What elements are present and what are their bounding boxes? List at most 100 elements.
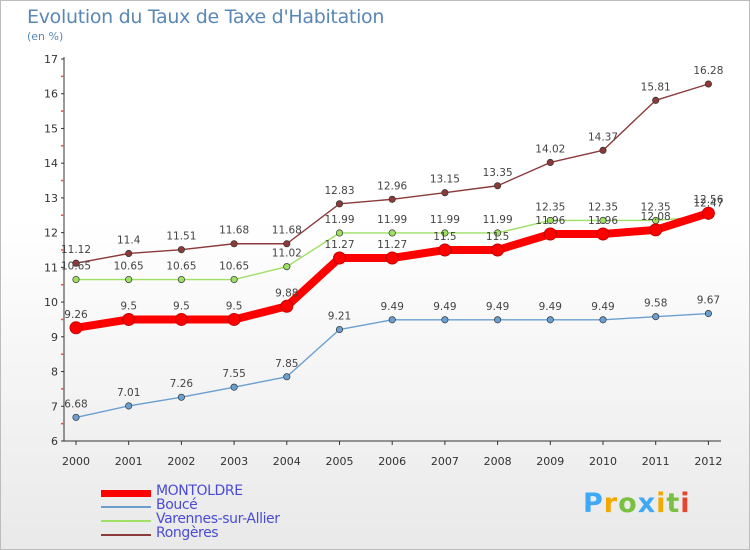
data-point [283, 373, 291, 381]
legend-swatch [101, 520, 151, 522]
data-label: 16.28 [693, 65, 723, 77]
data-point [494, 229, 502, 237]
data-point [599, 216, 607, 225]
data-label: 9.58 [644, 298, 667, 310]
data-label: 11.02 [272, 248, 302, 260]
legend-swatch [101, 506, 151, 508]
data-label: 11.99 [483, 214, 513, 226]
axes-group: 6 7 8 9 10 11 12 13 14 15 16 17 2000 2001 2002 2003 2004… [44, 53, 722, 468]
x-tick-label: 2001 [115, 455, 143, 468]
data-label: 13.15 [430, 174, 460, 186]
series-montoldre [69, 206, 715, 335]
legend-label: Rongères [156, 525, 219, 541]
series-varennes-sur-allier [72, 212, 712, 284]
logo-letter: o [618, 488, 638, 519]
data-label: 11.5 [486, 231, 509, 243]
series-bouc- [72, 310, 712, 421]
x-tick-label: 2005 [326, 455, 354, 468]
data-label: 6.68 [64, 398, 87, 410]
data-label: 9.67 [697, 295, 720, 307]
y-tick-label: 17 [44, 53, 58, 66]
data-point [649, 223, 663, 237]
data-label: 14.02 [535, 143, 565, 155]
data-point [388, 316, 396, 324]
logo-letter: i [680, 488, 691, 519]
data-point [596, 227, 610, 241]
x-tick-label: 2012 [694, 455, 722, 468]
data-label: 11.27 [324, 239, 354, 251]
data-point [335, 200, 344, 208]
data-label: 11.96 [535, 215, 565, 227]
data-label: 11.99 [377, 214, 407, 226]
data-point [230, 275, 238, 284]
x-tick-label: 2007 [431, 455, 459, 468]
x-tick-label: 2003 [220, 455, 248, 468]
data-label: 11.12 [61, 244, 91, 256]
y-tick-label: 15 [44, 122, 58, 135]
x-tick-label: 2002 [167, 455, 195, 468]
data-point [441, 229, 449, 237]
data-label: 14.37 [588, 131, 618, 143]
data-point [177, 275, 185, 284]
data-point [125, 275, 133, 284]
data-label: 12.56 [693, 194, 723, 206]
data-label: 7.26 [170, 378, 194, 390]
data-point [388, 195, 396, 203]
data-point [72, 259, 80, 267]
data-point [704, 80, 712, 88]
logo-letter: t [666, 488, 681, 519]
x-tick-label: 2006 [378, 455, 406, 468]
series-rong-res [72, 80, 712, 267]
y-tick-label: 14 [44, 157, 58, 170]
data-point [543, 227, 557, 241]
data-label: 10.65 [219, 261, 249, 273]
data-point [283, 240, 291, 248]
data-label: 9.21 [328, 311, 351, 323]
data-point [701, 206, 715, 220]
data-label: 12.08 [641, 211, 671, 223]
data-point [652, 96, 660, 104]
data-label: 13.35 [483, 167, 513, 179]
data-point [177, 393, 185, 401]
data-point [72, 275, 80, 284]
data-label: 11.27 [377, 239, 407, 251]
data-label: 9.49 [486, 301, 509, 313]
y-tick-label: 6 [51, 435, 58, 448]
data-label: 11.51 [166, 231, 196, 243]
y-tick-label: 10 [44, 296, 58, 309]
data-point [441, 189, 449, 197]
data-point [546, 316, 554, 324]
data-label: 9.88 [275, 287, 298, 299]
data-label: 12.35 [641, 201, 671, 213]
data-label: 10.65 [114, 261, 144, 273]
data-label: 15.81 [641, 81, 671, 93]
logo-letter: r [603, 488, 619, 519]
data-point [599, 316, 607, 324]
data-point [546, 158, 554, 167]
data-label: 7.55 [222, 368, 245, 380]
proxiti-logo: Proxiti [583, 488, 691, 519]
data-point [177, 246, 185, 254]
data-label: 9.49 [433, 301, 456, 313]
y-tick-label: 7 [51, 400, 58, 413]
data-label: 12.35 [588, 201, 618, 213]
data-point [335, 325, 344, 334]
data-label: 12.96 [377, 180, 407, 192]
x-tick-label: 2009 [536, 455, 564, 468]
legend-label: Boucé [156, 497, 198, 513]
data-point [125, 402, 133, 410]
series-layer [69, 80, 715, 421]
x-tick-label: 2004 [273, 455, 301, 468]
data-label: 12.47 [693, 197, 723, 209]
data-label: 7.01 [117, 387, 140, 399]
data-label: 7.85 [275, 358, 298, 370]
data-point [441, 316, 449, 324]
data-point [599, 146, 607, 154]
data-point [283, 263, 291, 271]
logo-letter: x [637, 488, 657, 519]
data-point [333, 251, 346, 265]
data-point [494, 316, 502, 324]
y-tick-label: 12 [44, 227, 58, 240]
